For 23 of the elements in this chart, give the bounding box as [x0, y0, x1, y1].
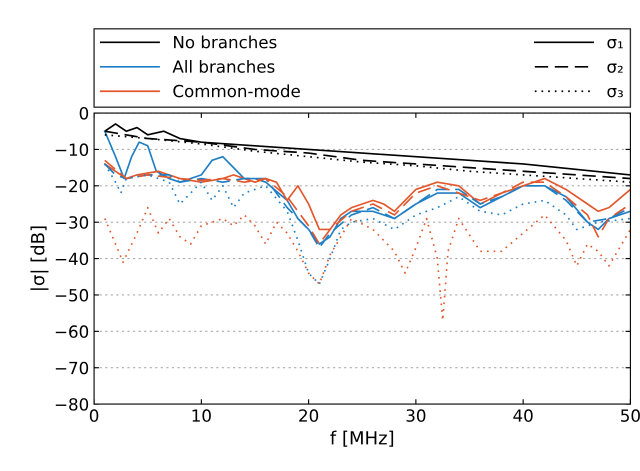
text: σ₁: [607, 39, 623, 48]
text: σ₂: [607, 64, 623, 73]
x-tick-label: 50: [621, 409, 640, 422]
x-axis-title: f [MHz]: [330, 430, 394, 447]
x-tick-label: 10: [192, 409, 211, 422]
legend-label: No branches: [174, 35, 276, 48]
y-tick-label: −80: [56, 398, 88, 411]
x-tick-label: 20: [299, 409, 318, 422]
y-tick-label: −50: [56, 288, 88, 302]
x-tick-label: 30: [406, 409, 426, 422]
y-tick-label: −60: [56, 325, 88, 338]
y-tick-label: −20: [56, 180, 88, 192]
y-tick-label: 0: [80, 107, 88, 120]
x-tick-label: 40: [513, 409, 533, 422]
x-tick-label: 0: [90, 409, 98, 422]
text: σ₃: [607, 88, 623, 98]
legend-label: Common-mode: [173, 84, 300, 98]
y-tick-label: −70: [56, 362, 88, 374]
y-tick-label: −30: [56, 216, 88, 229]
y-tick-label: −10: [56, 143, 88, 156]
y-axis-title: |σ| [dB]: [30, 226, 48, 290]
legend-label: All branches: [172, 60, 274, 73]
y-tick-label: −40: [56, 252, 88, 266]
